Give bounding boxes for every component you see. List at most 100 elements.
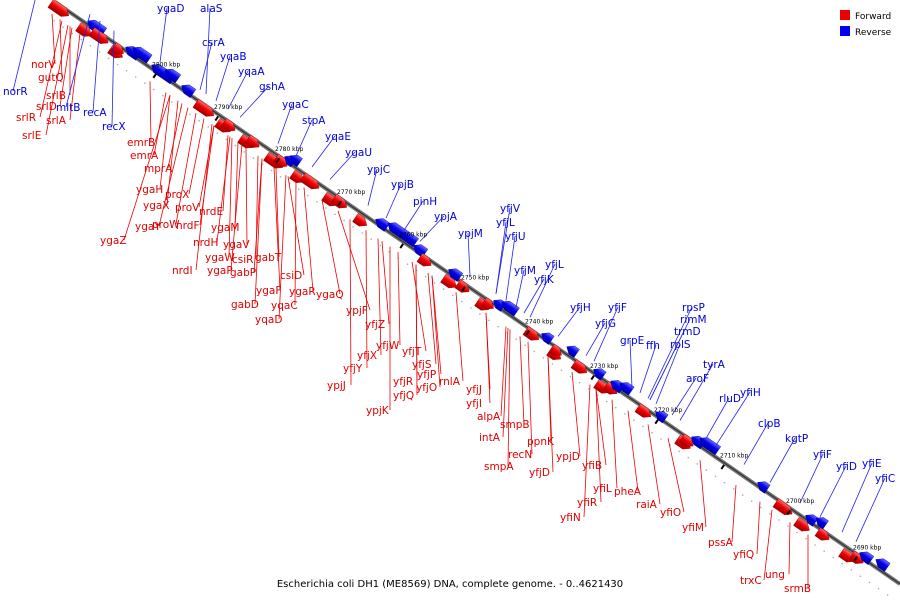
gene-label[interactable]: ygaW bbox=[205, 252, 235, 264]
gene-label[interactable]: ygaZ bbox=[100, 235, 127, 247]
gene-label[interactable]: mltB bbox=[56, 102, 80, 114]
gene-label[interactable]: intA bbox=[479, 432, 501, 444]
gene-label[interactable]: emrB bbox=[127, 137, 155, 149]
forward-gene-arrow[interactable] bbox=[272, 153, 290, 170]
gene-label[interactable]: norV bbox=[31, 59, 56, 71]
gene-label[interactable]: ypjM bbox=[458, 228, 483, 240]
gene-label[interactable]: emrA bbox=[130, 150, 159, 162]
gene-label[interactable]: yfjQ bbox=[393, 390, 414, 402]
gene-label[interactable]: ygaP bbox=[207, 265, 233, 277]
gene-label[interactable]: clpB bbox=[758, 418, 781, 430]
gene-label[interactable]: srlE bbox=[22, 130, 41, 142]
forward-gene-arrow[interactable] bbox=[416, 253, 434, 269]
gene-label[interactable]: yfjG bbox=[595, 318, 616, 330]
gene-label[interactable]: nrdF bbox=[176, 220, 200, 232]
gene-label[interactable]: gabD bbox=[231, 299, 259, 311]
gene-label[interactable]: csiD bbox=[280, 270, 302, 282]
forward-gene-arrow[interactable] bbox=[454, 279, 472, 296]
gene-label[interactable]: tyrA bbox=[703, 359, 726, 371]
gene-label[interactable]: yqaB bbox=[220, 51, 247, 63]
gene-label[interactable]: pinH bbox=[413, 196, 437, 208]
gene-label[interactable]: ygaR bbox=[289, 286, 316, 298]
gene-label[interactable]: recN bbox=[508, 449, 532, 461]
gene-label[interactable]: gutQ bbox=[38, 72, 64, 84]
forward-gene-arrow[interactable] bbox=[678, 433, 696, 450]
gene-label[interactable]: yfiH bbox=[740, 387, 761, 399]
gene-label[interactable]: nrdH bbox=[193, 237, 218, 249]
gene-label[interactable]: yfjI bbox=[466, 398, 482, 410]
gene-label[interactable]: yfjY bbox=[343, 363, 363, 375]
forward-gene-arrow[interactable] bbox=[570, 359, 590, 376]
forward-gene-arrow[interactable] bbox=[47, 0, 72, 20]
forward-gene-arrow[interactable] bbox=[289, 169, 306, 186]
gene-label[interactable]: yfiR bbox=[577, 497, 597, 509]
gene-label[interactable]: yfiD bbox=[836, 461, 857, 473]
forward-gene-arrow[interactable] bbox=[522, 326, 542, 343]
gene-label[interactable]: pheA bbox=[614, 486, 642, 498]
gene-label[interactable]: yfjW bbox=[376, 340, 400, 352]
gene-label[interactable]: rimM bbox=[680, 314, 707, 326]
gene-label[interactable]: csiR bbox=[232, 254, 253, 266]
gene-label[interactable]: yfiO bbox=[660, 507, 681, 519]
gene-label[interactable]: srlB bbox=[46, 90, 66, 102]
reverse-gene-arrow[interactable] bbox=[130, 44, 153, 64]
reverse-gene-arrow[interactable] bbox=[411, 241, 429, 258]
gene-label[interactable]: yfjL bbox=[545, 259, 564, 271]
gene-label[interactable]: ypjF bbox=[346, 305, 368, 317]
gene-label[interactable]: ung bbox=[765, 569, 785, 581]
gene-label[interactable]: ypjD bbox=[556, 451, 580, 463]
reverse-gene-arrow[interactable] bbox=[564, 343, 580, 358]
forward-gene-arrow[interactable] bbox=[110, 42, 127, 58]
gene-label[interactable]: nrdE bbox=[199, 206, 223, 218]
gene-label[interactable]: stpA bbox=[302, 115, 326, 127]
gene-label[interactable]: yfiE bbox=[862, 458, 881, 470]
gene-label[interactable]: smpB bbox=[500, 419, 530, 431]
gene-label[interactable]: proX bbox=[165, 189, 189, 201]
gene-label[interactable]: srlD bbox=[36, 101, 57, 113]
gene-label[interactable]: recA bbox=[83, 107, 107, 119]
gene-label[interactable]: yfjV bbox=[500, 203, 521, 215]
gene-label[interactable]: yfjD bbox=[529, 467, 550, 479]
gene-label[interactable]: recX bbox=[102, 121, 126, 133]
reverse-gene-arrow[interactable] bbox=[755, 478, 771, 494]
forward-gene-arrow[interactable] bbox=[299, 172, 322, 193]
reverse-gene-arrow[interactable] bbox=[385, 219, 419, 248]
forward-gene-arrow[interactable] bbox=[548, 344, 565, 359]
gene-label[interactable]: gshA bbox=[259, 81, 286, 93]
gene-label[interactable]: yfjF bbox=[608, 302, 627, 314]
gene-label[interactable]: alpA bbox=[477, 411, 501, 423]
gene-label[interactable]: yfjH bbox=[570, 302, 591, 314]
gene-label[interactable]: csrA bbox=[202, 37, 226, 49]
gene-label[interactable]: ygaC bbox=[282, 99, 309, 111]
gene-label[interactable]: kgtP bbox=[785, 433, 808, 445]
reverse-gene-arrow[interactable] bbox=[499, 298, 520, 317]
reverse-gene-arrow[interactable] bbox=[179, 81, 197, 98]
forward-gene-arrow[interactable] bbox=[244, 134, 262, 151]
gene-label[interactable]: ygaF bbox=[256, 285, 281, 297]
gene-label[interactable]: yfiM bbox=[682, 522, 704, 534]
gene-label[interactable]: alaS bbox=[200, 3, 223, 15]
gene-label[interactable]: nrdI bbox=[172, 265, 193, 277]
gene-label[interactable]: rpsP bbox=[682, 302, 705, 314]
gene-label[interactable]: yfiC bbox=[875, 473, 895, 485]
gene-label[interactable]: ygaU bbox=[345, 147, 372, 159]
reverse-gene-arrow[interactable] bbox=[803, 511, 819, 527]
gene-label[interactable]: yfiN bbox=[560, 512, 581, 524]
gene-label[interactable]: smpA bbox=[484, 461, 514, 473]
forward-gene-arrow[interactable] bbox=[330, 193, 350, 211]
gene-label[interactable]: yfiQ bbox=[733, 549, 754, 561]
gene-label[interactable]: ypjK bbox=[366, 405, 390, 417]
gene-label[interactable]: proV bbox=[175, 202, 200, 214]
reverse-gene-arrow[interactable] bbox=[857, 548, 875, 565]
gene-label[interactable]: ygaX bbox=[143, 200, 170, 212]
gene-label[interactable]: yfiL bbox=[593, 483, 612, 495]
gene-label[interactable]: yqaA bbox=[238, 66, 265, 78]
gene-label[interactable]: ygaD bbox=[157, 3, 184, 15]
gene-label[interactable]: ygaH bbox=[136, 184, 163, 196]
gene-label[interactable]: gabT bbox=[255, 252, 282, 264]
gene-label[interactable]: norR bbox=[3, 86, 28, 98]
gene-label[interactable]: rnlA bbox=[439, 376, 461, 388]
gene-label[interactable]: srmB bbox=[784, 583, 811, 595]
gene-label[interactable]: srlA bbox=[46, 115, 67, 127]
gene-label[interactable]: yfjZ bbox=[365, 319, 385, 331]
